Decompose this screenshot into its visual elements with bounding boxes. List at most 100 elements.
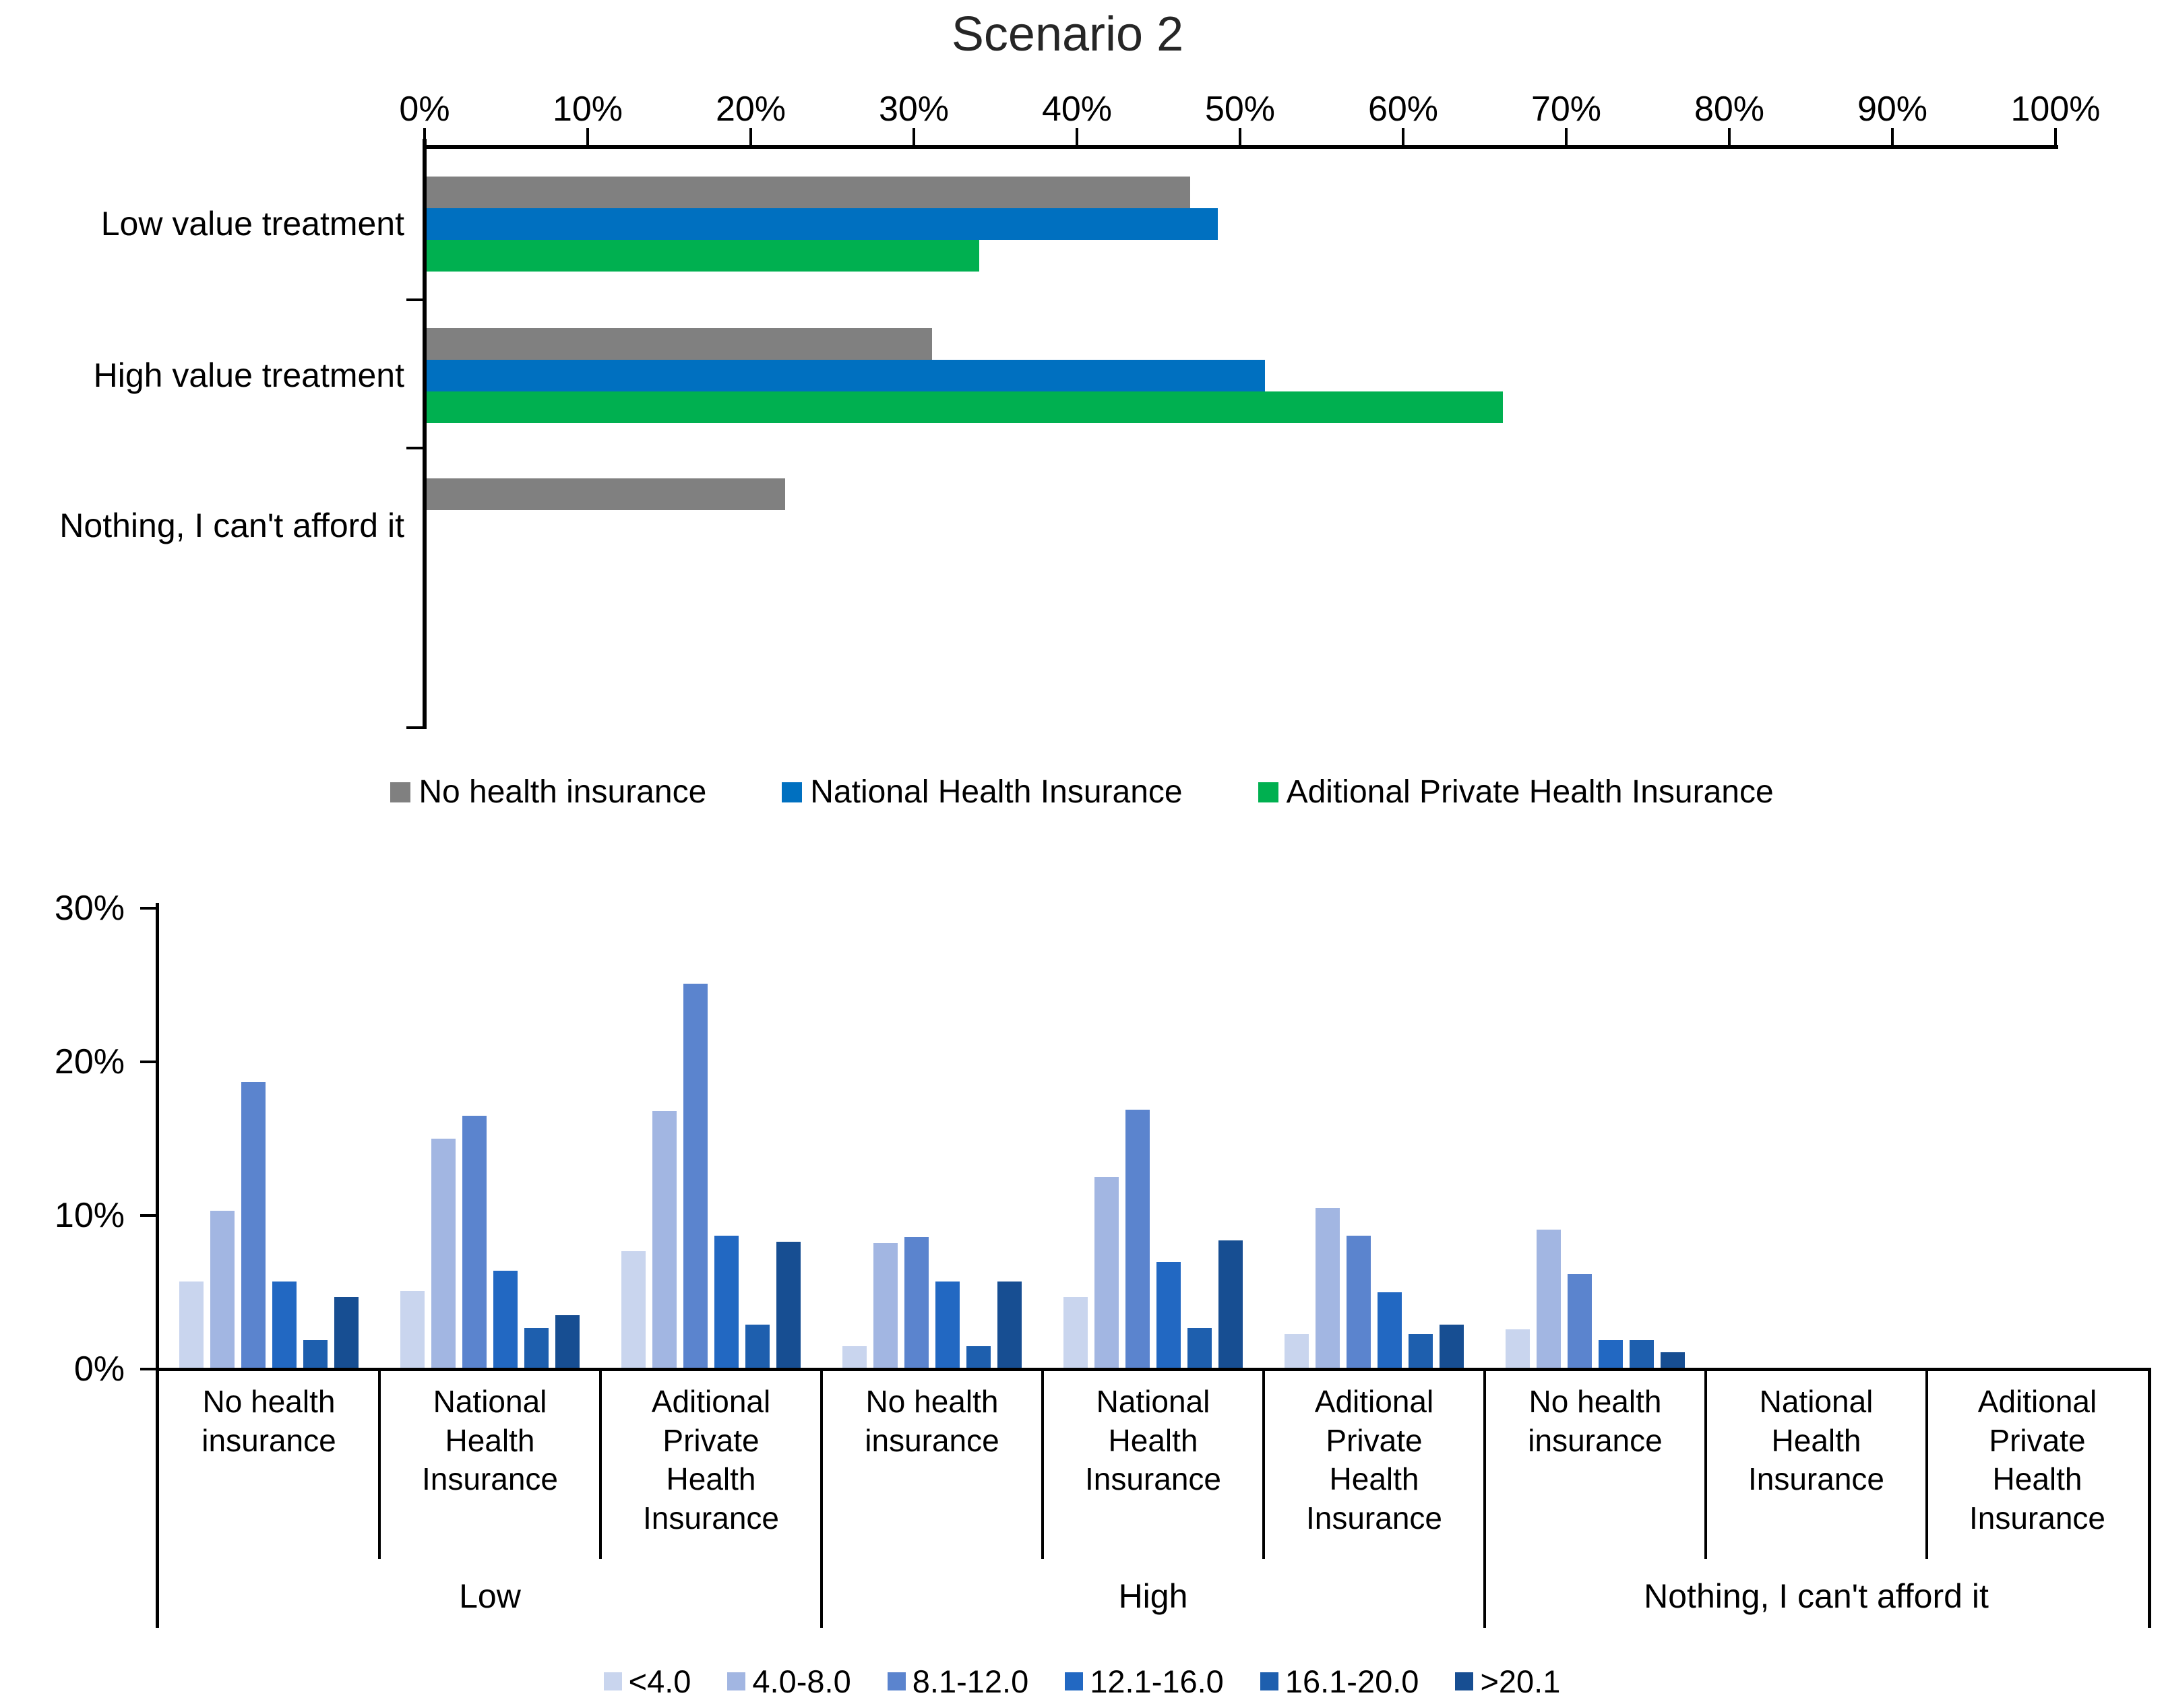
- bottom-legend-swatch-icon: [1260, 1672, 1278, 1690]
- top-category-tick-mark: [406, 726, 423, 729]
- bottom-chart-legend: <4.0 4.0-8.0 8.1-12.0 12.1-16.0 16.1-20.0 >20…: [0, 1663, 2164, 1700]
- bottom-chart-bar: [1506, 1329, 1530, 1368]
- bottom-subcategory-label: National Health Insurance: [421, 1384, 558, 1496]
- top-x-tick-mark: [1891, 128, 1894, 146]
- bottom-chart-bar: [272, 1282, 297, 1368]
- bottom-subcategory-divider: [1041, 1368, 1044, 1559]
- bottom-group-divider: [1483, 1368, 1486, 1628]
- bottom-chart-bar: [462, 1116, 487, 1368]
- top-category-label: High value treatment: [93, 356, 404, 394]
- top-x-tick-label: 80%: [1694, 90, 1765, 129]
- bottom-chart-bar: [842, 1346, 867, 1368]
- bottom-legend-label: 16.1-20.0: [1285, 1664, 1419, 1699]
- top-chart-legend: No health insurance National Health Insur…: [0, 773, 2164, 811]
- bottom-chart-bar: [431, 1139, 456, 1368]
- bottom-y-tick-label: 30%: [54, 889, 125, 928]
- bottom-chart-bar: [1125, 1110, 1150, 1368]
- bottom-legend-item: 8.1-12.0: [887, 1663, 1029, 1700]
- top-legend-item: Aditional Private Health Insurance: [1258, 773, 1774, 811]
- bottom-chart-bar: [1630, 1340, 1654, 1368]
- bottom-subcategory-label: National Health Insurance: [1748, 1384, 1884, 1496]
- bottom-chart-bar: [1187, 1328, 1212, 1368]
- bottom-legend-item: 16.1-20.0: [1260, 1663, 1419, 1700]
- bottom-chart-bar: [1218, 1240, 1243, 1368]
- bottom-chart-bar: [1440, 1325, 1464, 1368]
- bottom-chart-bar: [1063, 1297, 1088, 1368]
- bottom-subcategory-label: Aditional Private Health Insurance: [642, 1384, 779, 1536]
- top-x-tick-mark: [1402, 128, 1404, 146]
- top-legend-label: No health insurance: [419, 774, 707, 810]
- bottom-legend-label: 8.1-12.0: [912, 1664, 1029, 1699]
- top-x-tick-label: 0%: [399, 90, 450, 129]
- top-chart-bar: [427, 391, 1503, 423]
- top-x-axis-line: [423, 145, 2058, 149]
- bottom-subcategory-label: Aditional Private Health Insurance: [1305, 1384, 1442, 1536]
- bottom-subcategory-label: Aditional Private Health Insurance: [1969, 1384, 2105, 1536]
- bottom-subcategory-divider: [378, 1368, 381, 1559]
- top-x-tick-mark: [423, 128, 426, 146]
- top-x-tick-label: 50%: [1204, 90, 1276, 129]
- bottom-chart-bar: [1537, 1230, 1561, 1368]
- bottom-subcategory-divider: [1262, 1368, 1265, 1559]
- bottom-chart-bar: [935, 1282, 960, 1368]
- bottom-chart-bar: [1599, 1340, 1623, 1368]
- bottom-chart-bar: [493, 1271, 518, 1368]
- bottom-chart-bar: [1347, 1236, 1371, 1368]
- top-x-tick-mark: [1728, 128, 1731, 146]
- bottom-y-tick-mark: [140, 1061, 156, 1063]
- bottom-chart-bar: [745, 1325, 770, 1368]
- bottom-legend-label: 4.0-8.0: [752, 1664, 851, 1699]
- top-x-tick-mark: [2054, 128, 2057, 146]
- top-legend-item: No health insurance: [390, 773, 706, 811]
- top-category-tick-mark: [406, 298, 423, 301]
- bottom-y-tick-label: 10%: [54, 1196, 125, 1235]
- top-chart-bar: [427, 177, 1190, 208]
- bottom-group-label: Nothing, I can't afford it: [1644, 1577, 1989, 1615]
- bottom-chart-bar: [904, 1237, 929, 1368]
- top-x-tick-mark: [913, 128, 915, 146]
- bottom-subcategory-label: No health insurance: [865, 1384, 999, 1458]
- top-x-tick-label: 20%: [715, 90, 786, 129]
- top-x-tick-label: 10%: [552, 90, 623, 129]
- bottom-legend-swatch-icon: [727, 1672, 746, 1690]
- bottom-chart-bar: [997, 1282, 1022, 1368]
- bottom-chart-bar: [303, 1340, 328, 1368]
- bottom-y-tick-label: 20%: [54, 1042, 125, 1081]
- bottom-chart-bar: [1094, 1177, 1119, 1368]
- bottom-subcategory-label: No health insurance: [1528, 1384, 1663, 1458]
- top-y-axis-line: [423, 139, 427, 729]
- top-legend-item: National Health Insurance: [782, 773, 1183, 811]
- bottom-chart-bar: [524, 1328, 549, 1368]
- bottom-chart-bar: [210, 1211, 235, 1368]
- top-chart-title: Scenario 2: [951, 7, 1184, 61]
- bottom-chart-bar: [683, 984, 708, 1368]
- top-category-tick-mark: [406, 447, 423, 449]
- top-chart-bar: [427, 360, 1265, 391]
- top-chart-bar: [427, 208, 1218, 240]
- bottom-group-label: High: [1118, 1577, 1188, 1615]
- bottom-chart-bar: [1316, 1208, 1340, 1368]
- bottom-chart-bar: [555, 1315, 580, 1368]
- bottom-legend-label: <4.0: [628, 1664, 691, 1699]
- bottom-group-divider: [820, 1368, 823, 1628]
- bottom-chart-bar: [1409, 1334, 1433, 1368]
- bottom-chart-bar: [241, 1082, 266, 1368]
- bottom-chart-bar: [179, 1282, 204, 1368]
- bottom-y-tick-mark: [140, 907, 156, 910]
- bottom-chart-bar: [1156, 1262, 1181, 1368]
- bottom-legend-label: 12.1-16.0: [1090, 1664, 1224, 1699]
- bottom-right-edge-line: [2148, 1368, 2151, 1628]
- top-x-tick-mark: [1239, 128, 1241, 146]
- top-category-label: Nothing, I can't afford it: [59, 507, 404, 544]
- top-chart-bar: [427, 328, 932, 360]
- bottom-legend-item: 12.1-16.0: [1065, 1663, 1224, 1700]
- top-x-tick-mark: [1076, 128, 1078, 146]
- top-category-label: Low value treatment: [100, 205, 404, 243]
- bottom-chart-bar: [1568, 1274, 1592, 1368]
- bottom-chart-bar: [1661, 1352, 1685, 1368]
- bottom-legend-swatch-icon: [1065, 1672, 1084, 1690]
- bottom-legend-swatch-icon: [887, 1672, 906, 1690]
- top-x-tick-label: 90%: [1857, 90, 1928, 129]
- bottom-legend-item: 4.0-8.0: [727, 1663, 851, 1700]
